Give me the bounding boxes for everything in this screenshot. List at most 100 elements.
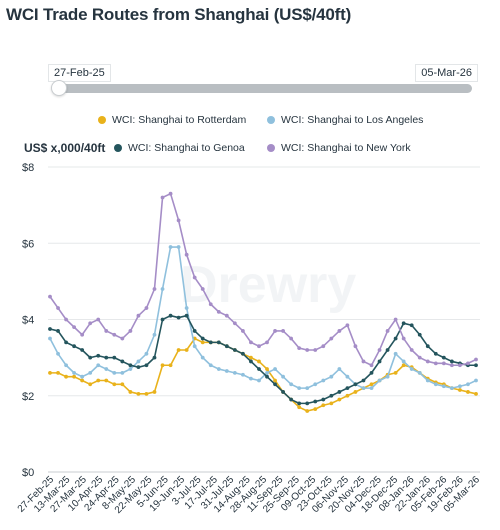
data-point[interactable] bbox=[112, 370, 117, 375]
data-point[interactable] bbox=[200, 355, 205, 360]
data-point[interactable] bbox=[216, 367, 221, 371]
data-point[interactable] bbox=[409, 367, 414, 371]
data-point[interactable] bbox=[433, 382, 438, 387]
data-point[interactable] bbox=[265, 374, 269, 379]
data-point[interactable] bbox=[96, 317, 101, 322]
data-point[interactable] bbox=[449, 386, 454, 391]
data-point[interactable] bbox=[337, 329, 342, 333]
data-point[interactable] bbox=[80, 374, 85, 379]
data-point[interactable] bbox=[241, 351, 245, 356]
data-point[interactable] bbox=[176, 348, 181, 352]
data-point[interactable] bbox=[56, 351, 60, 356]
data-point[interactable] bbox=[466, 382, 470, 387]
data-point[interactable] bbox=[128, 367, 133, 371]
data-point[interactable] bbox=[168, 363, 173, 368]
data-point[interactable] bbox=[401, 336, 406, 341]
data-point[interactable] bbox=[120, 382, 125, 387]
data-point[interactable] bbox=[200, 340, 205, 345]
data-point[interactable] bbox=[337, 397, 342, 402]
data-point[interactable] bbox=[160, 363, 165, 368]
data-point[interactable] bbox=[112, 332, 117, 337]
data-point[interactable] bbox=[232, 348, 237, 352]
data-point[interactable] bbox=[249, 359, 253, 364]
data-point[interactable] bbox=[136, 391, 141, 396]
data-point[interactable] bbox=[64, 340, 68, 345]
data-point[interactable] bbox=[265, 367, 269, 371]
data-point[interactable] bbox=[441, 361, 446, 366]
data-point[interactable] bbox=[241, 372, 245, 377]
data-point[interactable] bbox=[152, 390, 157, 394]
data-point[interactable] bbox=[449, 359, 454, 364]
data-point[interactable] bbox=[96, 378, 101, 383]
data-point[interactable] bbox=[417, 355, 422, 360]
data-point[interactable] bbox=[361, 386, 366, 391]
data-point[interactable] bbox=[136, 359, 141, 364]
data-point[interactable] bbox=[96, 363, 101, 368]
data-point[interactable] bbox=[313, 407, 318, 411]
data-point[interactable] bbox=[104, 367, 109, 371]
data-point[interactable] bbox=[48, 370, 52, 375]
data-point[interactable] bbox=[152, 287, 157, 291]
legend-item-new-york[interactable]: WCI: Shanghai to New York bbox=[267, 142, 411, 154]
data-point[interactable] bbox=[64, 374, 68, 379]
data-point[interactable] bbox=[321, 344, 326, 349]
data-point[interactable] bbox=[401, 363, 406, 368]
data-point[interactable] bbox=[257, 378, 261, 383]
data-point[interactable] bbox=[64, 363, 68, 368]
data-point[interactable] bbox=[249, 355, 253, 360]
data-point[interactable] bbox=[273, 367, 277, 371]
data-point[interactable] bbox=[425, 378, 430, 383]
data-point[interactable] bbox=[208, 363, 213, 368]
data-point[interactable] bbox=[361, 359, 366, 364]
data-point[interactable] bbox=[458, 363, 462, 368]
data-point[interactable] bbox=[393, 351, 398, 356]
data-point[interactable] bbox=[329, 393, 334, 398]
data-point[interactable] bbox=[136, 313, 141, 318]
data-point[interactable] bbox=[224, 344, 229, 349]
data-point[interactable] bbox=[329, 336, 334, 341]
data-point[interactable] bbox=[176, 245, 181, 249]
data-point[interactable] bbox=[281, 390, 285, 394]
data-point[interactable] bbox=[257, 367, 261, 371]
data-point[interactable] bbox=[192, 344, 197, 349]
data-point[interactable] bbox=[144, 306, 149, 310]
data-point[interactable] bbox=[321, 378, 326, 383]
data-point[interactable] bbox=[409, 323, 414, 328]
data-point[interactable] bbox=[385, 348, 390, 352]
data-point[interactable] bbox=[466, 390, 470, 394]
data-point[interactable] bbox=[305, 386, 310, 391]
data-point[interactable] bbox=[48, 336, 52, 341]
data-point[interactable] bbox=[305, 401, 310, 406]
data-point[interactable] bbox=[361, 378, 366, 383]
data-point[interactable] bbox=[80, 378, 85, 383]
date-range-handle[interactable] bbox=[51, 80, 67, 96]
data-point[interactable] bbox=[88, 355, 93, 360]
data-point[interactable] bbox=[120, 370, 125, 375]
data-point[interactable] bbox=[265, 370, 269, 375]
data-point[interactable] bbox=[48, 327, 52, 331]
data-point[interactable] bbox=[393, 370, 398, 375]
data-point[interactable] bbox=[224, 313, 229, 318]
data-point[interactable] bbox=[329, 401, 334, 406]
data-point[interactable] bbox=[474, 363, 478, 368]
data-point[interactable] bbox=[128, 329, 133, 333]
data-point[interactable] bbox=[474, 391, 478, 396]
data-point[interactable] bbox=[345, 323, 350, 328]
data-point[interactable] bbox=[401, 321, 406, 326]
data-point[interactable] bbox=[425, 344, 430, 349]
data-point[interactable] bbox=[128, 390, 133, 394]
data-point[interactable] bbox=[289, 336, 294, 341]
data-point[interactable] bbox=[305, 409, 310, 413]
data-point[interactable] bbox=[120, 359, 125, 364]
data-point[interactable] bbox=[458, 384, 462, 389]
data-point[interactable] bbox=[232, 370, 237, 375]
data-point[interactable] bbox=[369, 382, 374, 387]
data-point[interactable] bbox=[232, 321, 237, 326]
data-point[interactable] bbox=[80, 332, 85, 337]
data-point[interactable] bbox=[152, 355, 157, 360]
legend-item-los-angeles[interactable]: WCI: Shanghai to Los Angeles bbox=[267, 114, 423, 126]
data-point[interactable] bbox=[458, 388, 462, 392]
data-point[interactable] bbox=[305, 348, 310, 352]
data-point[interactable] bbox=[48, 294, 52, 299]
data-point[interactable] bbox=[377, 348, 382, 352]
